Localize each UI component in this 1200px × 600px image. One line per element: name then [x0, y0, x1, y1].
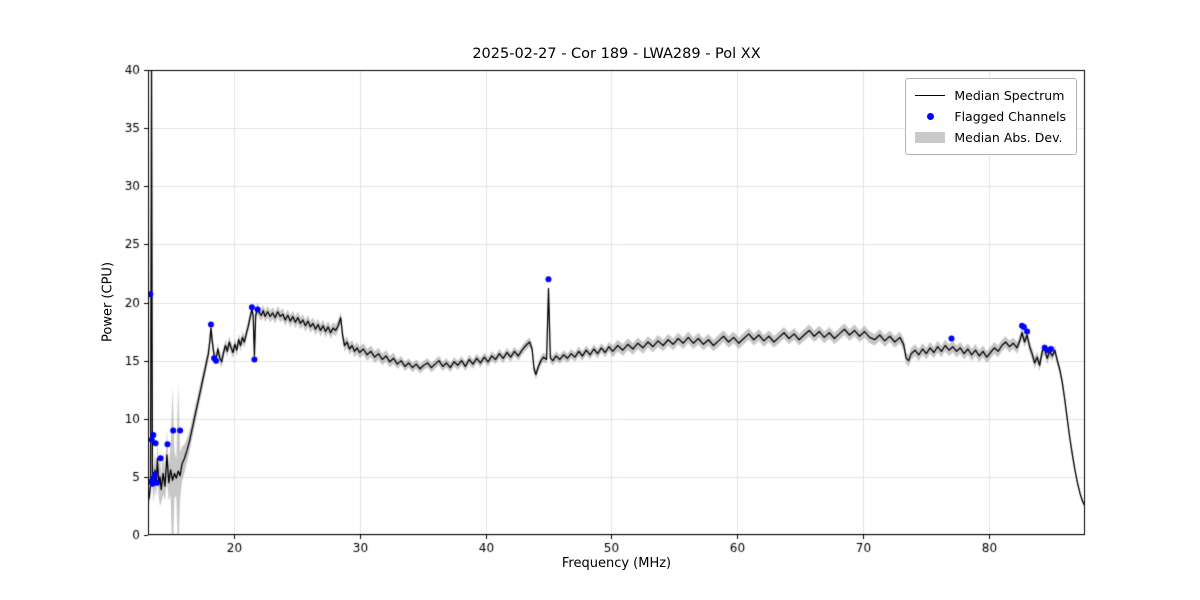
legend-marker-swatch: [914, 113, 946, 120]
x-axis-label: Frequency (MHz): [561, 556, 672, 571]
dot-sample-icon: [926, 113, 934, 120]
legend-line-swatch: [914, 95, 946, 96]
legend-band-swatch: [914, 132, 946, 143]
legend-item-median-abs-dev: Median Abs. Dev.: [914, 127, 1066, 148]
y-axis-label: Power (CPU): [100, 261, 116, 343]
legend-label-median-abs-dev: Median Abs. Dev.: [954, 130, 1063, 145]
legend: Median Spectrum Flagged Channels Median …: [905, 78, 1077, 155]
chart-title: 2025-02-27 - Cor 189 - LWA289 - Pol XX: [472, 46, 761, 62]
legend-label-flagged-channels: Flagged Channels: [954, 109, 1066, 124]
legend-item-flagged-channels: Flagged Channels: [914, 106, 1066, 127]
band-sample-icon: [915, 132, 946, 143]
legend-item-median-spectrum: Median Spectrum: [914, 85, 1066, 106]
line-sample-icon: [915, 95, 946, 96]
legend-label-median-spectrum: Median Spectrum: [954, 88, 1065, 103]
